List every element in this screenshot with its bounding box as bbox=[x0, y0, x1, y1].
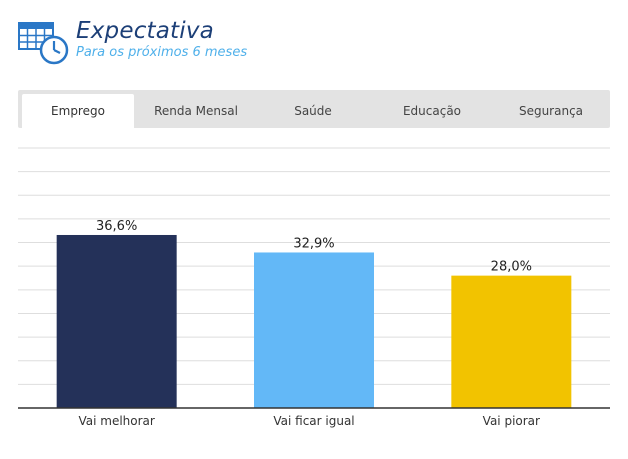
bar-3[interactable] bbox=[451, 275, 572, 408]
header: Expectativa Para os próximos 6 meses bbox=[18, 18, 578, 68]
chart-category-labels: Vai melhorar Vai ficar igual Vai piorar bbox=[78, 414, 540, 428]
tab-emprego[interactable]: Emprego bbox=[22, 94, 134, 128]
category-label-3: Vai piorar bbox=[483, 414, 540, 428]
tab-renda-mensal[interactable]: Renda Mensal bbox=[154, 104, 238, 118]
category-label-1: Vai melhorar bbox=[78, 414, 154, 428]
tab-educacao[interactable]: Educação bbox=[402, 104, 462, 118]
bar-1[interactable] bbox=[56, 234, 177, 408]
tab-seguranca[interactable]: Segurança bbox=[518, 104, 584, 118]
bar-chart: 36,6% 32,9% 28,0% Vai melhorar Vai ficar ig… bbox=[18, 147, 610, 428]
tab-bar: Emprego Renda Mensal Saúde Educação Segu… bbox=[18, 90, 610, 128]
page-title: Expectativa bbox=[76, 18, 214, 44]
data-label-2: 32,9% bbox=[293, 236, 334, 251]
bar-2[interactable] bbox=[254, 252, 374, 408]
page-subtitle: Para os próximos 6 meses bbox=[76, 45, 248, 60]
data-label-3: 28,0% bbox=[491, 260, 532, 275]
chart-bars bbox=[56, 234, 572, 408]
data-label-1: 36,6% bbox=[96, 219, 137, 234]
tab-saude[interactable]: Saúde bbox=[294, 104, 332, 118]
chart-data-labels: 36,6% 32,9% 28,0% bbox=[96, 219, 532, 275]
category-label-2: Vai ficar igual bbox=[273, 414, 354, 428]
calendar-clock-icon bbox=[18, 22, 69, 65]
